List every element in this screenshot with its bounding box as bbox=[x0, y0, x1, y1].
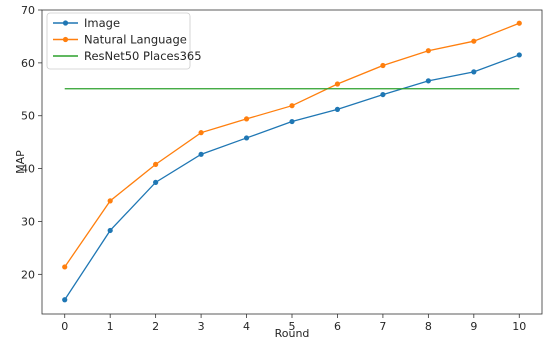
y-tick-label: 40 bbox=[21, 163, 35, 176]
data-point-natural-language bbox=[198, 130, 204, 136]
x-tick-label: 1 bbox=[107, 320, 114, 333]
legend-marker-image bbox=[62, 20, 69, 26]
data-point-natural-language bbox=[153, 161, 159, 167]
x-tick-label: 6 bbox=[334, 320, 341, 333]
x-axis-label: Round bbox=[275, 327, 310, 340]
x-tick-label: 4 bbox=[243, 320, 250, 333]
data-point-natural-language bbox=[62, 264, 68, 270]
y-tick-label: 70 bbox=[21, 4, 35, 17]
x-tick-label: 0 bbox=[61, 320, 68, 333]
data-point-natural-language bbox=[516, 20, 522, 26]
y-tick-label: 20 bbox=[21, 268, 35, 281]
data-point-image bbox=[243, 135, 250, 141]
legend-label-natural-language: Natural Language bbox=[84, 33, 187, 47]
data-point-natural-language bbox=[289, 103, 295, 109]
y-tick-label: 50 bbox=[21, 110, 35, 123]
x-tick-label: 8 bbox=[425, 320, 432, 333]
data-point-natural-language bbox=[334, 81, 341, 87]
x-axis-ticks: 0 1 2 3 4 5 6 7 8 9 10 bbox=[61, 314, 526, 333]
y-axis-label: MAP bbox=[14, 150, 27, 174]
legend-label-image: Image bbox=[84, 16, 120, 30]
legend-marker-natural-language bbox=[62, 36, 69, 43]
data-point-image bbox=[107, 227, 113, 234]
data-point-image bbox=[153, 179, 159, 185]
data-point-image bbox=[425, 78, 431, 84]
y-tick-label: 60 bbox=[21, 57, 35, 70]
data-point-natural-language bbox=[107, 198, 113, 204]
data-point-image bbox=[289, 118, 295, 125]
data-point-image bbox=[62, 297, 68, 303]
x-tick-label: 3 bbox=[198, 320, 205, 333]
data-point-image bbox=[516, 52, 522, 58]
x-tick-label: 9 bbox=[470, 320, 477, 333]
x-tick-label: 5 bbox=[289, 320, 296, 333]
data-point-natural-language bbox=[243, 116, 250, 122]
y-tick-label: 30 bbox=[21, 215, 35, 228]
data-point-image bbox=[334, 106, 341, 112]
data-point-natural-language bbox=[471, 38, 477, 44]
data-point-image bbox=[198, 151, 204, 157]
legend-box bbox=[46, 12, 191, 70]
data-point-natural-language bbox=[380, 62, 386, 69]
series-layer bbox=[62, 20, 522, 303]
legend-label-resnet50-places365: ResNet50 Places365 bbox=[84, 49, 202, 63]
y-axis-ticks: 20 30 40 50 60 70 bbox=[21, 4, 42, 281]
data-point-natural-language bbox=[425, 48, 431, 54]
x-tick-label: 7 bbox=[379, 320, 386, 333]
x-tick-label: 2 bbox=[152, 320, 159, 333]
legend: Image Natural Language ResNet50 Places365 bbox=[46, 12, 202, 70]
x-tick-label: 10 bbox=[512, 320, 526, 333]
data-point-image bbox=[380, 91, 386, 98]
data-point-image bbox=[471, 69, 477, 75]
plot-frame bbox=[41, 9, 543, 315]
